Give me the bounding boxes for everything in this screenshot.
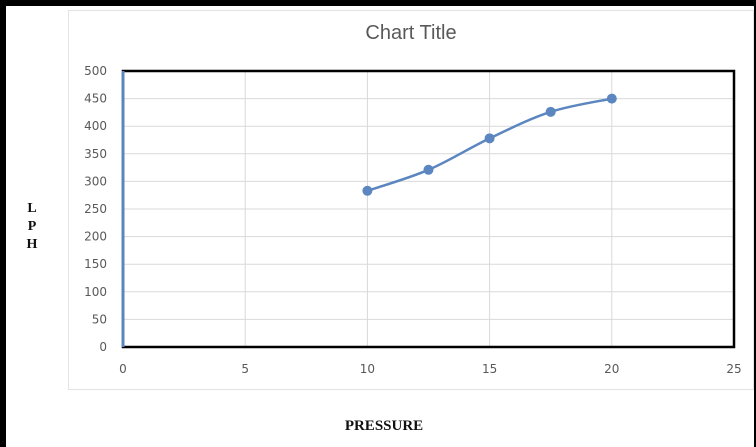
chart-area (68, 10, 754, 390)
y-tick-label: 150 (84, 257, 107, 271)
y-tick-label: 500 (84, 64, 107, 78)
x-tick-label: 25 (726, 362, 741, 376)
data-point (423, 164, 434, 175)
data-point (606, 93, 617, 104)
data-point (545, 106, 556, 117)
y-tick-label: 250 (84, 202, 107, 216)
data-point (484, 133, 495, 144)
data-point (362, 185, 373, 196)
x-tick-label: 20 (604, 362, 619, 376)
x-axis-label: PRESSURE (344, 418, 424, 434)
y-tick-label: 0 (99, 340, 107, 354)
x-tick-label: 5 (241, 362, 249, 376)
y-tick-label: 200 (84, 230, 107, 244)
x-tick-label: 15 (482, 362, 497, 376)
x-tick-label: 0 (119, 362, 127, 376)
y-tick-label: 300 (84, 174, 107, 188)
y-tick-label: 450 (84, 92, 107, 106)
y-tick-label: 350 (84, 147, 107, 161)
chart-title: Chart Title (365, 22, 457, 44)
y-tick-label: 400 (84, 119, 107, 133)
x-tick-label: 10 (360, 362, 375, 376)
y-axis-label: LPH (26, 201, 38, 252)
y-tick-label: 50 (92, 312, 107, 326)
y-tick-label: 100 (84, 285, 107, 299)
